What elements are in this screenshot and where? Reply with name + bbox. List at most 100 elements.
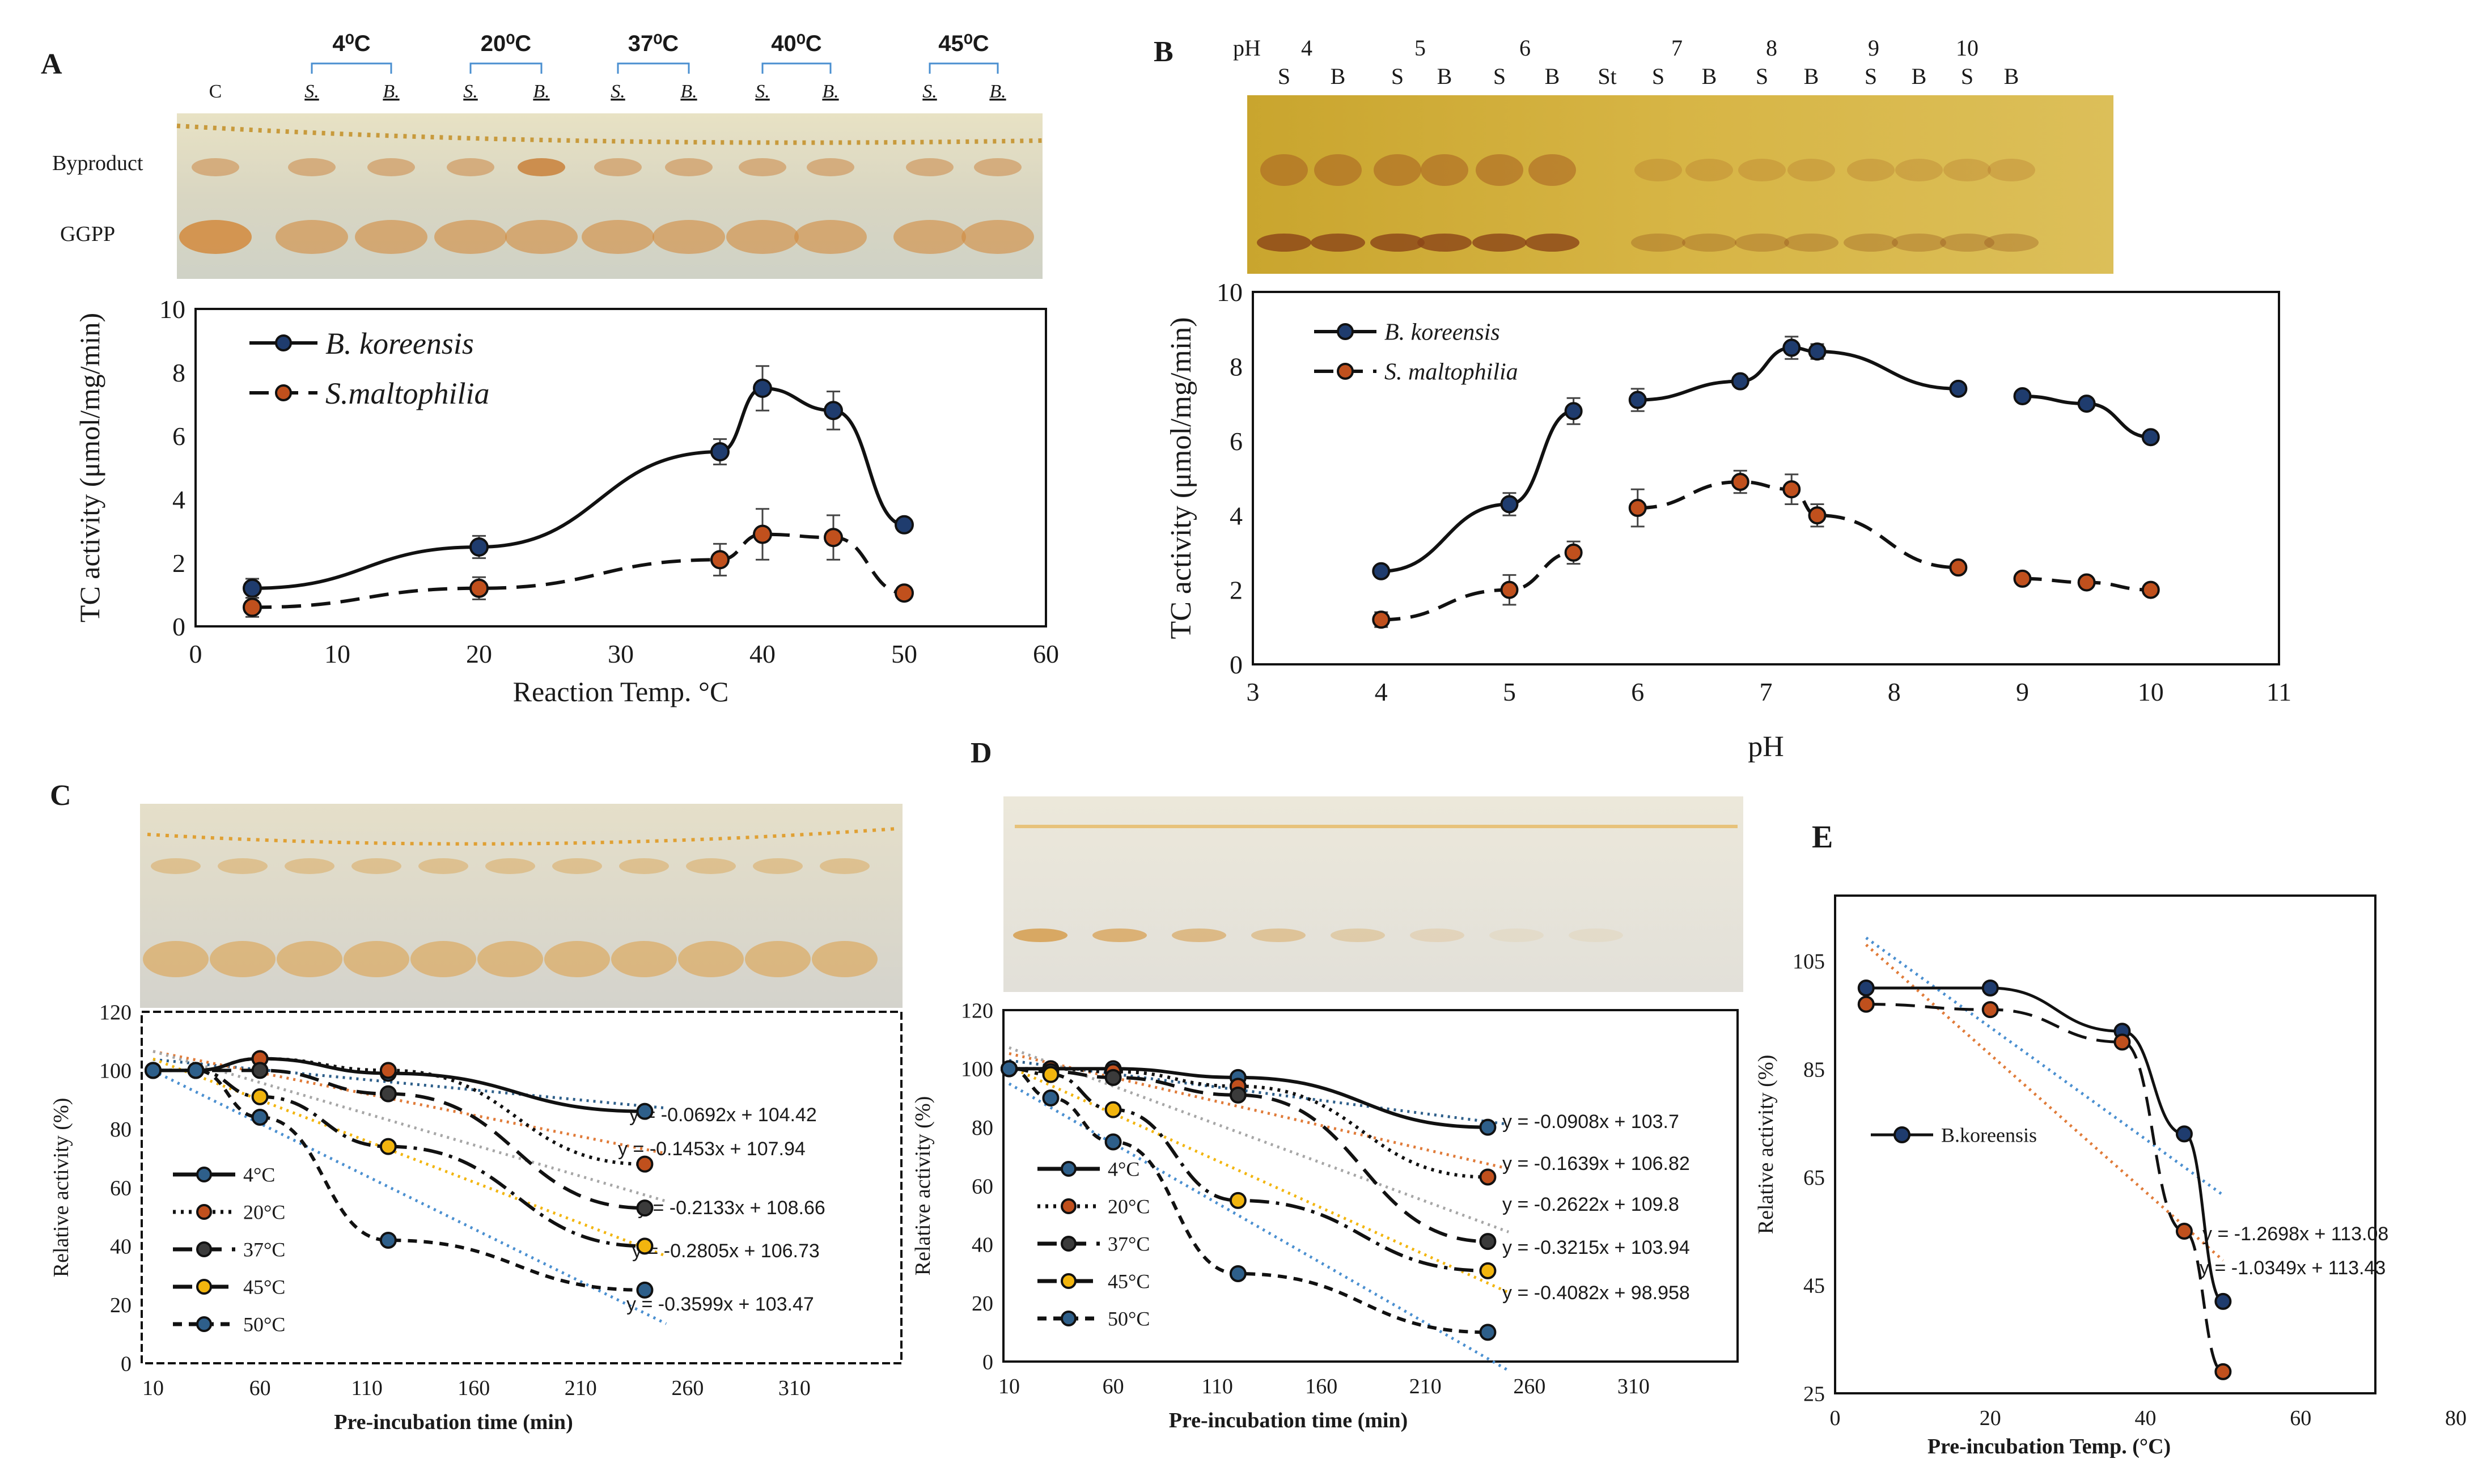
ggpp-band [1784, 234, 1838, 252]
data-point [187, 1062, 205, 1079]
data-point [1782, 338, 1801, 357]
gel-lane-label: C [209, 81, 222, 102]
byproduct-band [1943, 159, 1991, 181]
data-point [379, 1085, 397, 1103]
data-point [1782, 480, 1801, 499]
gel-lane-label: B. [989, 81, 1006, 102]
gel-image-c [140, 804, 903, 1008]
legend-marker [1061, 1198, 1077, 1214]
ggpp-band [276, 220, 348, 254]
data-point [2077, 395, 2096, 413]
chart-e: 25 45 65 85 105 0 20 40 60 80 Pre-incubation Temp.… [1754, 894, 2467, 1458]
legend-label: 20°C [1108, 1195, 1150, 1218]
legend-marker [1061, 1161, 1077, 1177]
data-point [251, 1109, 269, 1126]
y-tick-label: 20 [110, 1294, 132, 1317]
legend-label: 4°C [1108, 1158, 1139, 1181]
data-point [243, 597, 262, 617]
panel-letter-d: D [971, 737, 992, 769]
x-tick-label: 10 [324, 639, 350, 668]
byproduct-band [1260, 154, 1308, 186]
y-tick-label: 0 [1230, 650, 1243, 679]
series-line [1009, 1067, 1488, 1244]
trendline [152, 1069, 667, 1325]
x-tick-label: 110 [351, 1376, 383, 1400]
data-point [824, 401, 843, 421]
legend-marker [1337, 323, 1354, 340]
x-tick-label: 8 [1888, 677, 1901, 706]
byproduct-band [518, 158, 565, 176]
legend-label: 45°C [243, 1276, 285, 1299]
chart-c: 0 20 40 60 80 100 120 10 60 110 160 210 260 310 Pre-in… [49, 1000, 903, 1434]
data-point [1731, 473, 1749, 491]
gel-background [1003, 796, 1743, 992]
x-tick-label: 160 [1305, 1375, 1337, 1398]
y-axis-label: Relative activity (%) [911, 1096, 935, 1276]
data-point [636, 1103, 654, 1120]
byproduct-band [1685, 159, 1733, 181]
ggpp-band [410, 941, 476, 977]
ggpp-band [344, 941, 409, 977]
trendline-equation: y = -0.3599x + 103.47 [626, 1294, 814, 1315]
ggpp-band [745, 941, 811, 977]
gel-lane-label: B. [533, 81, 549, 102]
y-tick-label: 4 [172, 485, 185, 514]
data-point [1479, 1324, 1497, 1341]
byproduct-band [906, 158, 954, 176]
data-point [243, 578, 262, 598]
data-point [1731, 372, 1749, 391]
byproduct-band [686, 858, 736, 874]
gel-lane-label: S [1391, 63, 1404, 89]
data-point [1808, 506, 1827, 525]
data-point [1104, 1069, 1122, 1086]
byproduct-band [1528, 154, 1576, 186]
byproduct-band [753, 858, 803, 874]
y-axis-label: TC activity (μmol/mg/min) [1165, 317, 1197, 639]
legend-marker [275, 384, 292, 401]
gel-lane-label: B [1331, 63, 1346, 89]
ggpp-band [1172, 928, 1226, 942]
gel-ph-value: 4 [1301, 35, 1312, 61]
gel-lane-label: S [1756, 63, 1768, 89]
data-point [1042, 1066, 1060, 1083]
legend-marker [1061, 1236, 1077, 1252]
data-point [1229, 1086, 1247, 1104]
y-tick-label: 20 [972, 1292, 993, 1316]
x-axis-label: Pre-incubation time (min) [1169, 1409, 1408, 1432]
byproduct-band [820, 858, 870, 874]
x-tick-label: 7 [1760, 677, 1773, 706]
gel-lane-label: B [1912, 63, 1927, 89]
legend-marker [196, 1279, 212, 1295]
y-tick-label: 105 [1793, 950, 1825, 974]
gel-group-bracket [929, 62, 999, 74]
x-tick-label: 20 [1980, 1406, 2001, 1430]
byproduct-band [807, 158, 854, 176]
series-line [1637, 346, 1959, 402]
byproduct-band [552, 858, 602, 874]
gel-lane-label: S. [304, 81, 319, 102]
gel-background [140, 804, 903, 1008]
ggpp-band [1251, 928, 1306, 942]
x-tick-label: 80 [2445, 1406, 2467, 1430]
x-tick-label: 10 [142, 1376, 164, 1400]
byproduct-band [665, 158, 713, 176]
y-tick-label: 2 [1230, 576, 1243, 605]
x-tick-label: 60 [1103, 1375, 1124, 1398]
y-tick-label: 6 [1230, 427, 1243, 456]
series-line [153, 1069, 645, 1248]
ggpp-band [1370, 234, 1425, 252]
data-point [1229, 1192, 1247, 1209]
x-tick-label: 60 [1033, 639, 1059, 668]
legend-label: 45°C [1108, 1270, 1150, 1293]
trendline-equation: y = -1.0349x + 113.43 [2200, 1257, 2386, 1279]
ggpp-band [1631, 234, 1685, 252]
ggpp-band [678, 941, 744, 977]
chart-a: 0 2 4 6 8 10 0 10 20 30 40 50 60 Reaction Temp. °C TC … [74, 295, 1059, 707]
y-tick-label: 40 [110, 1235, 132, 1259]
byproduct-band [1895, 159, 1943, 181]
byproduct-band [485, 858, 535, 874]
plot-frame [194, 308, 1047, 627]
legend-label: B. koreensis [1384, 320, 1500, 346]
data-point [2113, 1033, 2131, 1051]
legend-marker [196, 1167, 212, 1182]
